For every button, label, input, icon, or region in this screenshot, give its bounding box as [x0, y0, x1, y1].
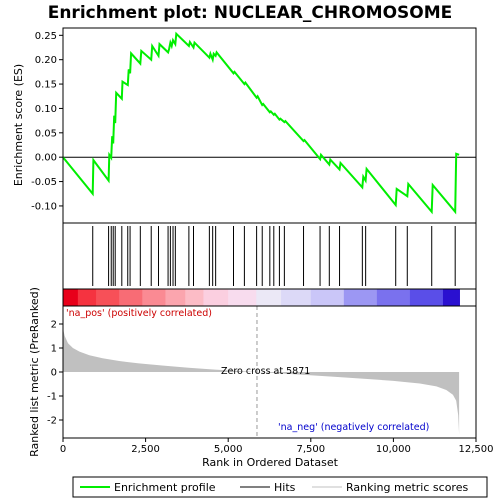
heatmap-segment [77, 289, 97, 306]
x-tick-label: 12,500 [459, 444, 494, 455]
x-tick-label: 10,000 [376, 444, 411, 455]
legend-frame [72, 476, 488, 498]
heatmap-segment [142, 289, 166, 306]
x-tick-label: 7,500 [296, 444, 325, 455]
rank-frame [62, 305, 477, 439]
rank-y-tick-label: -1 [47, 392, 57, 403]
es-y-tick-label: 0.15 [35, 80, 57, 91]
es-y-tick-label: -0.10 [31, 201, 57, 212]
rank-y-tick-label: -2 [47, 416, 57, 427]
pos-correlated-label: 'na_pos' (positively correlated) [66, 308, 212, 319]
rank-y-tick-label: 0 [51, 368, 57, 379]
hit-lines [92, 226, 456, 286]
heatmap-segment [228, 289, 257, 306]
heatmap-segment [281, 289, 312, 306]
legend-item-enrichment-profile: Enrichment profile [114, 481, 216, 494]
es-y-tick-label: 0.20 [35, 55, 57, 66]
rank-y-label: Ranked list metric (PreRanked) [28, 287, 41, 457]
es-y-tick-label: 0.10 [35, 104, 57, 115]
x-tick-label: 2,500 [131, 444, 160, 455]
x-tick-label: 5,000 [214, 444, 243, 455]
rank-y-tick-label: 1 [51, 344, 57, 355]
heatmap-segment [63, 289, 79, 306]
es-plot-area [63, 28, 476, 223]
es-y-label: Enrichment score (ES) [12, 64, 25, 186]
x-axis-ticks: 0 2,500 5,000 7,500 10,000 12,500 [60, 438, 494, 455]
heatmap-segment [343, 289, 378, 306]
rank-y-ticks: -2 -1 0 1 2 [47, 320, 63, 427]
es-panel: -0.10 -0.05 0.00 0.05 0.10 0.15 0.20 0.25 Enric… [12, 27, 477, 224]
heatmap-segment [96, 289, 120, 306]
heatmap-segment [119, 289, 143, 306]
x-axis-label: Rank in Ordered Dataset [202, 456, 339, 469]
enrichment-profile-line [62, 31, 460, 215]
es-y-tick-label: -0.05 [31, 177, 57, 188]
rank-y-tick-label: 2 [51, 320, 57, 331]
x-tick-label: 0 [60, 444, 66, 455]
heatmap-segment [376, 289, 411, 306]
heatmap-segment [256, 289, 282, 306]
es-y-tick-label: 0.05 [35, 128, 57, 139]
neg-correlated-label: 'na_neg' (negatively correlated) [278, 422, 429, 433]
es-y-ticks: -0.10 -0.05 0.00 0.05 0.10 0.15 0.20 0.25 [31, 31, 63, 212]
heatmap-segment [203, 289, 229, 306]
zero-cross-label: Zero cross at 5871 [221, 366, 310, 377]
es-y-tick-label: 0.25 [35, 31, 57, 42]
legend-item-hits: Hits [274, 481, 296, 494]
heatmap-segment [165, 289, 186, 306]
rank-panel: -2 -1 0 1 2 'na_pos' (positively correlated)… [28, 287, 477, 457]
hits-panel [62, 222, 477, 290]
heatmap-segment [409, 289, 444, 306]
heatmap-segment [310, 289, 345, 306]
legend: Enrichment profile Hits Ranking metric s… [72, 476, 488, 498]
legend-item-ranking-metric: Ranking metric scores [346, 481, 468, 494]
es-y-tick-label: 0.00 [35, 153, 57, 164]
heatmap-segment [185, 289, 204, 306]
heatmap-segment [442, 289, 460, 306]
rank-heatmap-bar [63, 289, 460, 306]
chart-title: Enrichment plot: NUCLEAR_CHROMOSOME [48, 3, 453, 23]
